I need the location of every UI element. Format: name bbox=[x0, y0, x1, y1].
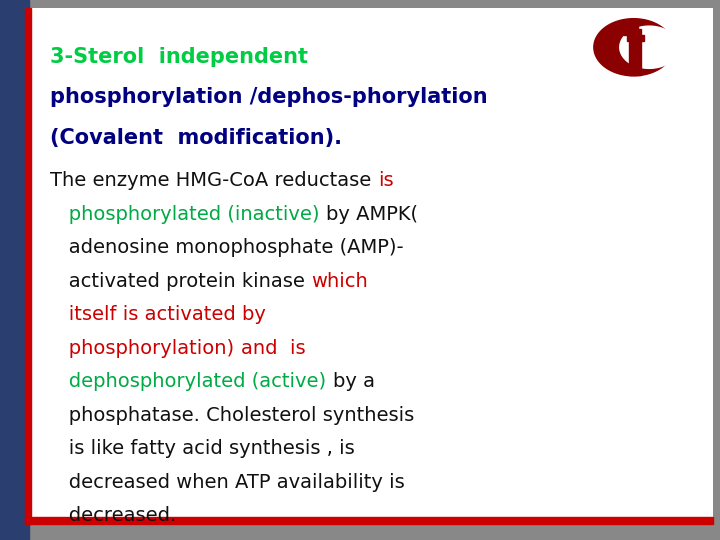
Text: itself is activated by: itself is activated by bbox=[50, 305, 266, 325]
Text: 3-Sterol  independent: 3-Sterol independent bbox=[50, 46, 308, 67]
Bar bbox=[25, 8, 31, 524]
Text: by AMPK(: by AMPK( bbox=[326, 205, 418, 224]
Text: is: is bbox=[378, 171, 394, 191]
Text: and  is: and is bbox=[240, 339, 305, 358]
Text: which: which bbox=[312, 272, 368, 291]
Bar bbox=[25, 517, 713, 524]
Text: decreased when ATP availability is: decreased when ATP availability is bbox=[50, 472, 405, 492]
Text: activated protein kinase: activated protein kinase bbox=[50, 272, 312, 291]
FancyBboxPatch shape bbox=[25, 8, 713, 524]
Text: phosphatase. Cholesterol synthesis: phosphatase. Cholesterol synthesis bbox=[50, 406, 415, 425]
Polygon shape bbox=[621, 23, 644, 75]
Polygon shape bbox=[620, 26, 678, 69]
Text: The enzyme HMG-CoA reductase: The enzyme HMG-CoA reductase bbox=[50, 171, 378, 191]
Text: adenosine monophosphate (AMP)-: adenosine monophosphate (AMP)- bbox=[50, 238, 404, 258]
Text: (Covalent  modification).: (Covalent modification). bbox=[50, 127, 343, 148]
Text: phosphorylation): phosphorylation) bbox=[50, 339, 240, 358]
Text: phosphorylation /dephos-phorylation: phosphorylation /dephos-phorylation bbox=[50, 87, 488, 107]
Text: decreased.: decreased. bbox=[50, 506, 176, 525]
Text: is like fatty acid synthesis , is: is like fatty acid synthesis , is bbox=[50, 439, 355, 458]
Text: by a: by a bbox=[333, 372, 375, 391]
Text: phosphorylated (inactive): phosphorylated (inactive) bbox=[50, 205, 326, 224]
Polygon shape bbox=[594, 19, 673, 76]
Text: dephosphorylated (active): dephosphorylated (active) bbox=[50, 372, 333, 391]
Bar bbox=[0, 0, 29, 540]
